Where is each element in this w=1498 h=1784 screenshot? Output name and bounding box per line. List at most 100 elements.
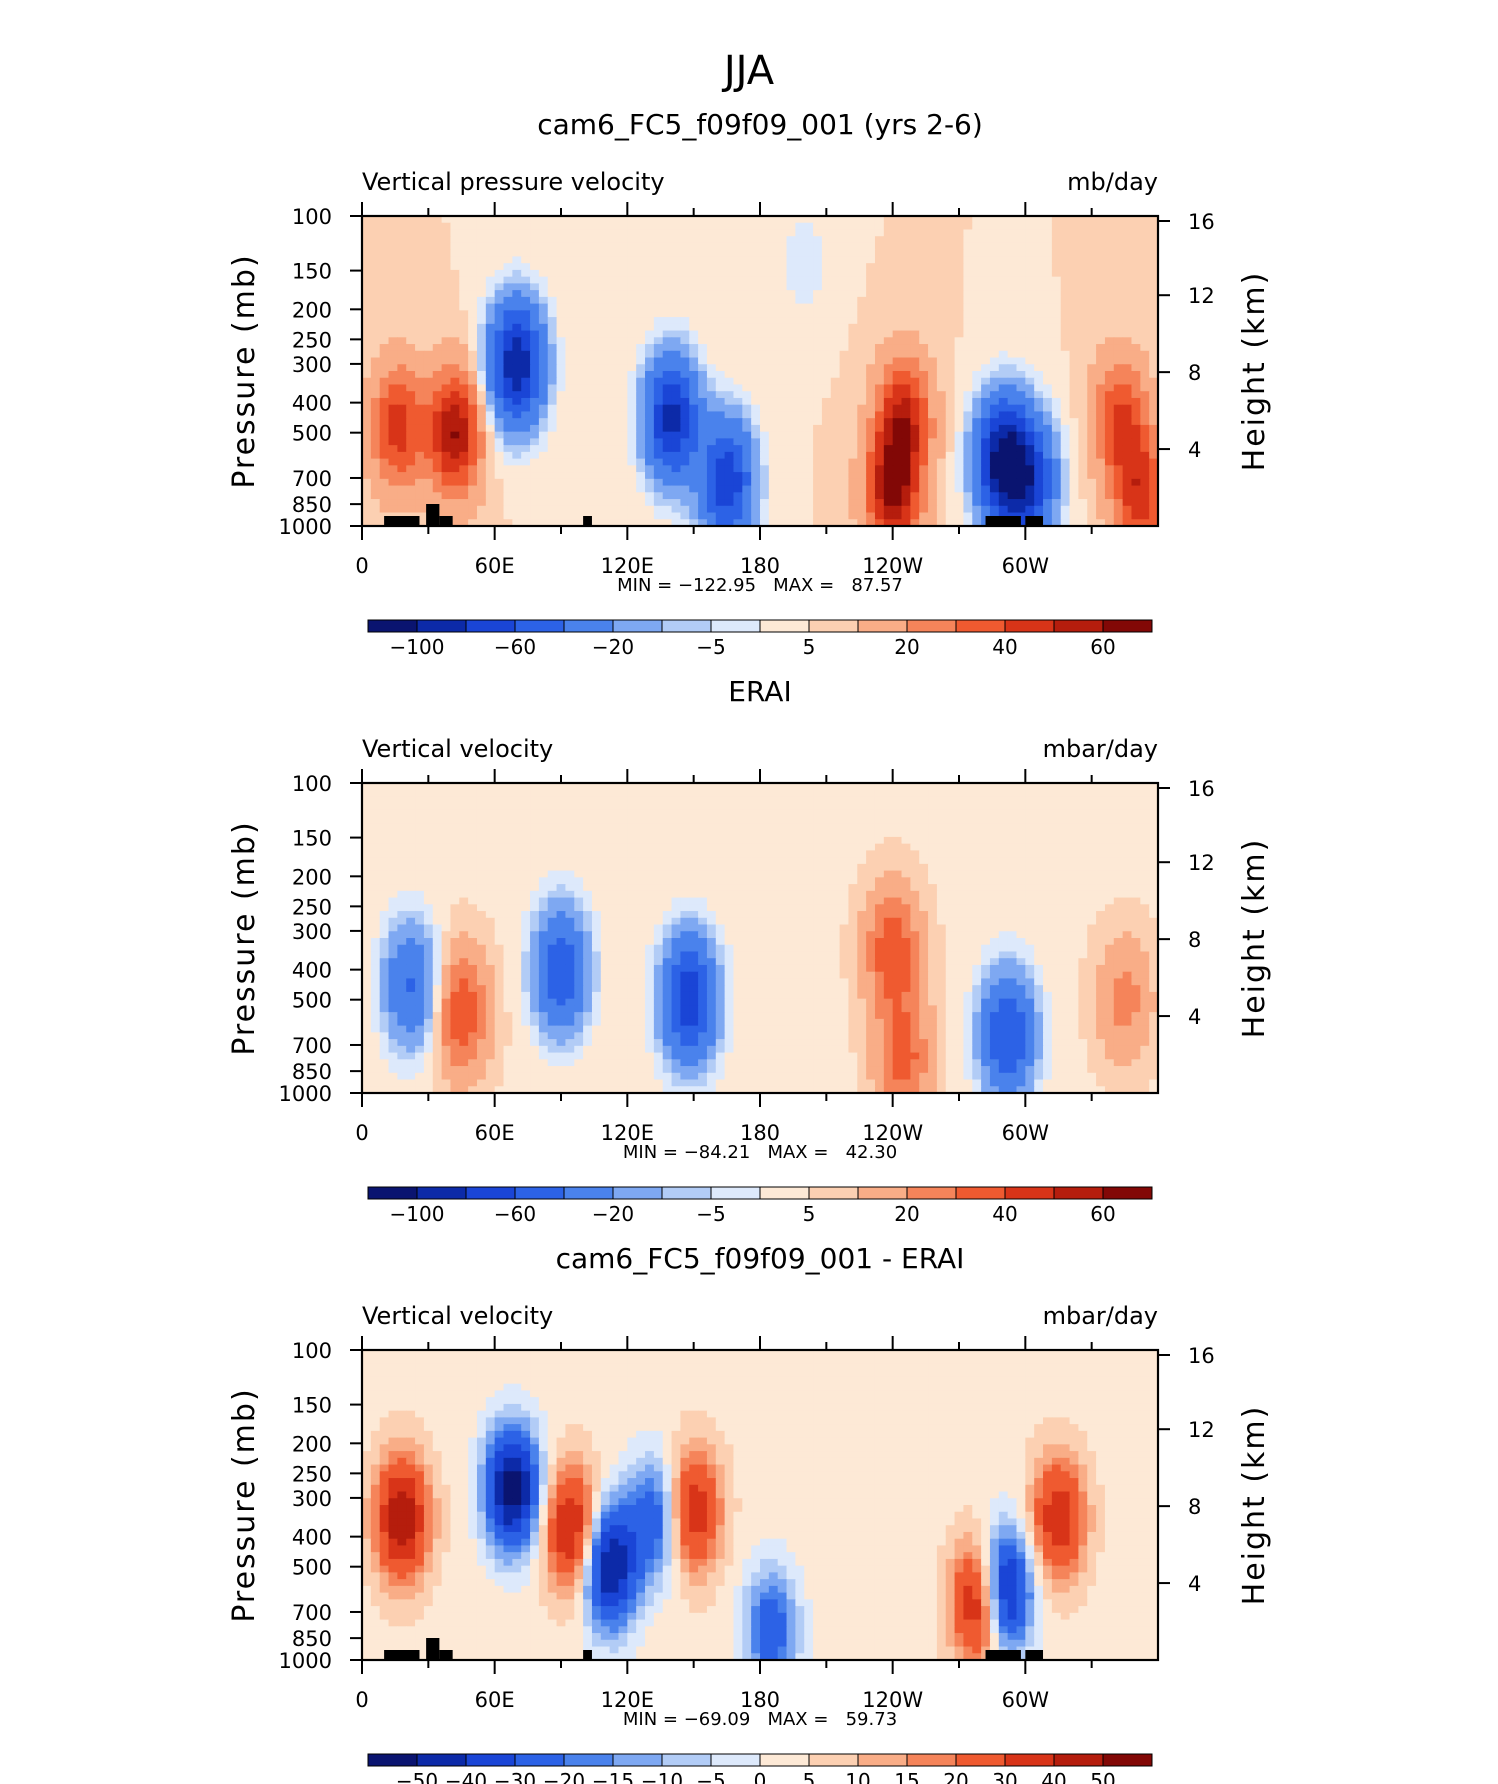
heatmap-cell [989,236,1000,244]
heatmap-cell [989,276,1000,284]
heatmap-cell [547,438,558,446]
heatmap-cell [981,236,991,244]
heatmap-cell [1069,809,1079,818]
heatmap-cell [760,478,770,487]
heatmap-cell [857,499,867,507]
heatmap-cell [760,222,770,231]
heatmap-cell [1016,830,1026,838]
heatmap-cell [892,216,903,224]
heatmap-cell [857,472,867,480]
heatmap-cell [503,809,513,818]
heatmap-cell [362,371,372,379]
heatmap-cell [786,404,796,413]
heatmap-cell [1096,377,1106,386]
heatmap-cell [1131,411,1141,419]
heatmap-cell [724,310,735,318]
heatmap-cell [556,303,567,311]
heatmap-cell [760,803,770,811]
heatmap-cell [388,397,398,406]
heatmap-cell [521,397,531,406]
heatmap-cell [698,485,708,493]
heatmap-cell [485,384,496,392]
heatmap-cell [653,789,664,798]
heatmap-cell [530,384,540,392]
heatmap-cell [494,418,505,426]
heatmap-cell [1016,222,1026,231]
heatmap-cell [813,391,823,399]
heatmap-cell [379,249,390,258]
heatmap-cell [1078,458,1088,466]
heatmap-cell [1034,445,1044,453]
heatmap-cell [848,505,858,514]
heatmap-cell [379,411,390,419]
heatmap-cell [777,397,788,406]
heatmap-cell [459,350,469,359]
heatmap-cell [751,505,761,514]
heatmap-cell [370,424,381,433]
heatmap-cell [476,391,487,399]
heatmap-cell [857,357,867,365]
heatmap-cell [485,256,496,264]
heatmap-cell [618,330,628,338]
heatmap-cell [777,404,788,413]
heatmap-cell [1104,249,1115,258]
heatmap-cell [1113,796,1124,804]
heatmap-cell [459,371,469,379]
heatmap-cell [476,451,487,460]
heatmap-cell [910,283,920,291]
heatmap-cell [892,350,903,359]
heatmap-cell [370,323,381,332]
heatmap-cell [821,796,832,804]
heatmap-cell [936,505,947,514]
heatmap-cell [423,411,434,419]
heatmap-cell [423,317,434,325]
heatmap-cell [600,283,611,291]
heatmap-cell [1051,323,1062,332]
heatmap-cell [556,276,567,284]
heatmap-cell [689,404,699,413]
heatmap-cell [406,472,416,480]
heatmap-cell [1069,783,1079,791]
heatmap-cell [627,310,637,318]
heatmap-cell [379,424,390,433]
heatmap-cell [848,222,858,231]
heatmap-cell [627,472,637,480]
heatmap-cell [821,276,832,284]
heatmap-cell [441,789,452,798]
heatmap-cell [901,384,911,392]
heatmap-cell [928,330,938,338]
heatmap-cell [441,809,452,818]
heatmap-cell [910,512,920,520]
heatmap-cell [866,377,876,386]
heatmap-cell [1007,803,1018,811]
heatmap-cell [1016,796,1026,804]
heatmap-cell [1034,222,1044,231]
heatmap-cell [892,222,903,231]
heatmap-cell [521,783,531,791]
heatmap-cell [981,276,991,284]
heatmap-cell [963,803,973,811]
heatmap-cell [538,505,549,514]
heatmap-cell [839,357,850,365]
heatmap-cell [972,249,982,258]
heatmap-cell [795,269,805,278]
heatmap-cell [423,499,434,507]
heatmap-cell [609,465,620,473]
heatmap-cell [1025,492,1035,500]
heatmap-cell [476,330,487,338]
heatmap-cell [963,249,973,258]
heatmap-cell [609,337,620,345]
heatmap-cell [892,364,903,372]
heatmap-cell [653,445,664,453]
heatmap-cell [362,229,372,237]
heatmap-cell [459,357,469,365]
heatmap-cell [698,451,708,460]
heatmap-cell [919,397,929,406]
heatmap-cell [954,364,965,372]
heatmap-cell [689,451,699,460]
heatmap-cell [1043,303,1053,311]
heatmap-cell [866,465,876,473]
heatmap-cell [459,418,469,426]
heatmap-cell [450,397,460,406]
heatmap-cell [468,269,478,278]
